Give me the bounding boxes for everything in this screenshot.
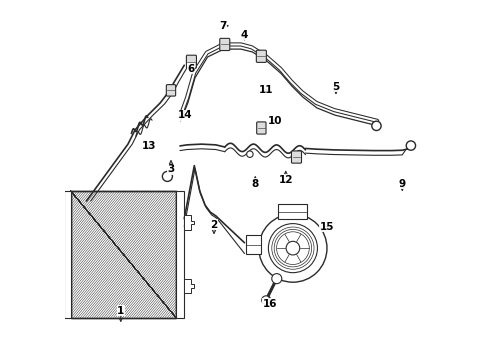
Text: 15: 15 — [319, 222, 333, 231]
Circle shape — [261, 296, 270, 305]
Circle shape — [371, 121, 380, 131]
Text: 16: 16 — [262, 299, 276, 309]
Text: 10: 10 — [267, 116, 282, 126]
Text: 4: 4 — [240, 30, 248, 40]
FancyBboxPatch shape — [291, 151, 301, 163]
Text: 7: 7 — [219, 21, 226, 31]
Text: 13: 13 — [142, 141, 157, 151]
Polygon shape — [184, 215, 194, 230]
Circle shape — [285, 241, 299, 255]
Circle shape — [258, 214, 326, 282]
Text: 11: 11 — [258, 85, 273, 95]
Bar — [176, 191, 184, 318]
Text: 9: 9 — [398, 179, 405, 189]
FancyBboxPatch shape — [186, 55, 196, 68]
Bar — [59, 296, 64, 309]
Circle shape — [406, 141, 415, 150]
Text: 6: 6 — [187, 64, 194, 74]
Circle shape — [268, 224, 317, 273]
Bar — [246, 235, 260, 254]
Circle shape — [271, 274, 281, 284]
Text: 2: 2 — [210, 220, 217, 230]
Bar — [70, 191, 176, 318]
Text: 14: 14 — [178, 111, 192, 121]
Circle shape — [162, 171, 172, 181]
Text: 5: 5 — [332, 82, 339, 92]
Polygon shape — [184, 279, 194, 293]
Text: 1: 1 — [117, 306, 124, 316]
Text: 3: 3 — [167, 164, 174, 174]
FancyBboxPatch shape — [166, 85, 175, 96]
Bar — [59, 199, 64, 212]
FancyBboxPatch shape — [256, 50, 266, 62]
Text: 12: 12 — [278, 175, 292, 185]
Bar — [59, 248, 64, 261]
FancyBboxPatch shape — [219, 39, 229, 50]
Circle shape — [246, 151, 253, 157]
Bar — [70, 191, 176, 318]
Text: 8: 8 — [251, 179, 258, 189]
Bar — [278, 204, 307, 219]
Bar — [64, 191, 70, 318]
FancyBboxPatch shape — [256, 122, 265, 134]
